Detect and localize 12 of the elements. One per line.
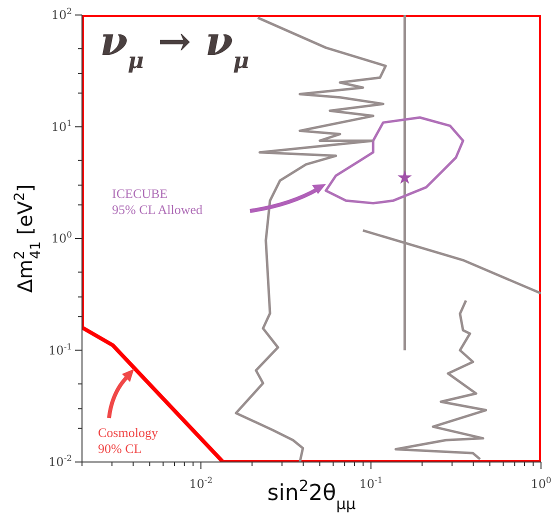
annotation: Cosmology 90% CL	[98, 425, 158, 456]
annotation: ICECUBE 95% CL Allowed	[112, 186, 204, 217]
y-tick-label: 10$^{0}$	[51, 230, 72, 246]
x-axis-title: sin$^{2}$2θ$_{μμ}$	[267, 477, 356, 513]
x-tick-label: 10$^{-1}$	[359, 475, 383, 491]
y-tick-label: 10$^{-1}$	[48, 341, 72, 358]
y-tick-label: 10$^{2}$	[51, 6, 72, 22]
chart-title: ν$_{μ}$ → ν$_{μ}$	[100, 18, 250, 74]
x-tick-label: 10$^{0}$	[530, 475, 552, 491]
y-tick-label: 10$^{1}$	[51, 118, 72, 134]
y-tick-label: 10$^{-2}$	[48, 453, 72, 469]
x-tick-label: 10$^{-2}$	[189, 475, 213, 491]
